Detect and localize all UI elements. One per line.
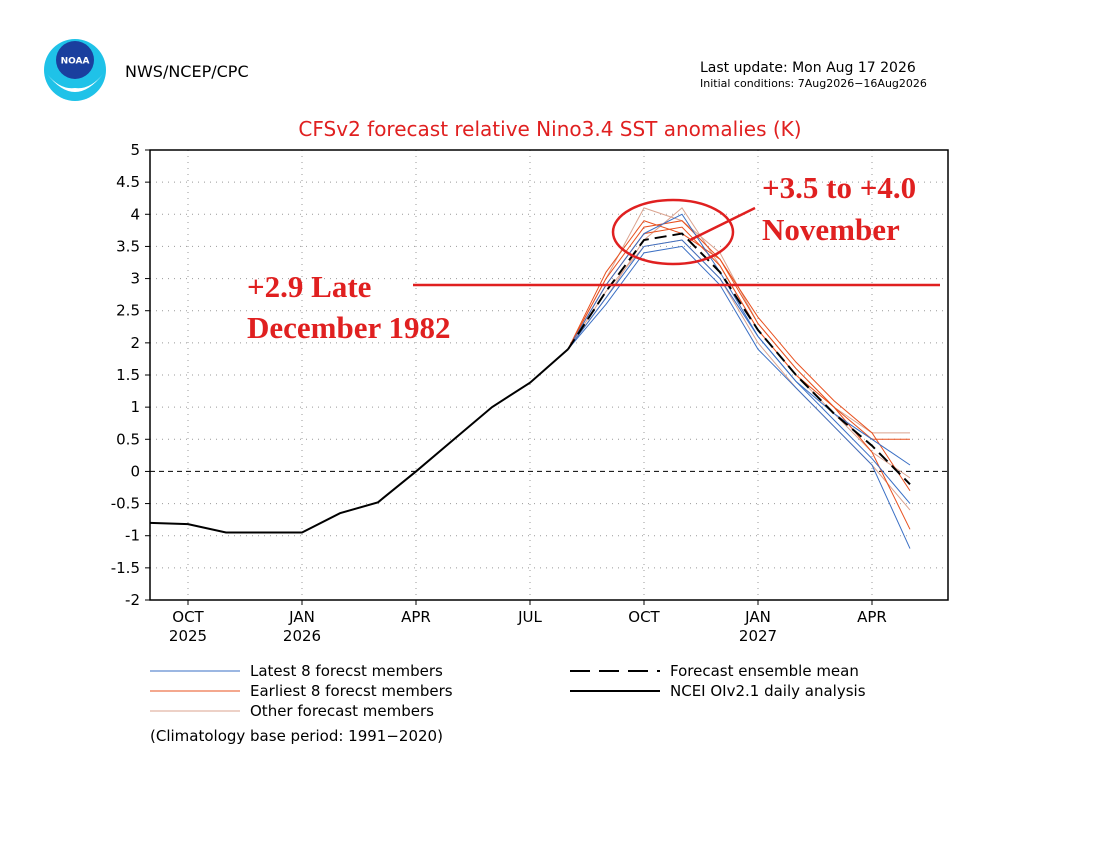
y-tick-label: 1.5 <box>116 366 140 384</box>
annotation: December 1982 <box>247 310 450 345</box>
legend-label: Latest 8 forecst members <box>250 662 443 680</box>
x-tick-label: JAN <box>288 608 315 626</box>
x-tick-year: 2025 <box>169 627 207 645</box>
annotation-pointer <box>689 206 756 242</box>
series-line <box>567 239 911 504</box>
highlight-ellipse <box>611 198 735 266</box>
legend-item: Other forecast members <box>150 702 434 720</box>
legend-item: Forecast ensemble mean <box>570 662 859 680</box>
series-line <box>149 348 569 534</box>
series-line <box>567 213 911 466</box>
y-tick-label: 5 <box>130 141 140 159</box>
x-tick-label: OCT <box>172 608 204 626</box>
series-line <box>567 232 911 485</box>
y-tick-label: 0 <box>130 462 140 480</box>
chart-title: CFSv2 forecast relative Nino3.4 SST anom… <box>298 117 801 141</box>
logo-inner <box>56 41 94 79</box>
legend-label: NCEI OIv2.1 daily analysis <box>670 682 866 700</box>
noaa-logo: NOAA <box>44 39 106 101</box>
legend-item: Latest 8 forecst members <box>150 662 443 680</box>
x-tick-year: 2026 <box>283 627 321 645</box>
series-line <box>567 220 911 491</box>
x-tick-label: OCT <box>628 608 660 626</box>
y-tick-label: 2 <box>130 334 140 352</box>
x-tick-label: APR <box>401 608 431 626</box>
y-tick-label: 3 <box>130 270 140 288</box>
legend-item: NCEI OIv2.1 daily analysis <box>570 682 866 700</box>
logo-wave <box>47 74 103 92</box>
legend-item: Earliest 8 forecst members <box>150 682 453 700</box>
y-tick-label: -1 <box>125 527 140 545</box>
y-tick-label: -2 <box>125 591 140 609</box>
y-tick-label: 4.5 <box>116 173 140 191</box>
annotation: +2.9 Late <box>247 269 371 304</box>
plot-area: -2-1.5-1-0.500.511.522.533.544.55OCT2025… <box>111 141 949 645</box>
legend-label: Earliest 8 forecst members <box>250 682 453 700</box>
series-line <box>567 245 911 549</box>
plot-frame <box>149 149 949 601</box>
footnote: (Climatology base period: 1991−2020) <box>150 727 443 745</box>
annotation: November <box>762 212 900 247</box>
y-tick-label: 1 <box>130 398 140 416</box>
series-line <box>567 220 910 440</box>
annotation: +3.5 to +4.0 <box>762 170 916 205</box>
y-tick-label: -1.5 <box>111 559 140 577</box>
y-tick-label: 3.5 <box>116 237 140 255</box>
x-tick-label: APR <box>857 608 887 626</box>
legend-label: Other forecast members <box>250 702 434 720</box>
y-tick-label: 0.5 <box>116 430 140 448</box>
x-tick-label: JUL <box>517 608 542 626</box>
last-update: Last update: Mon Aug 17 2026 <box>700 60 916 76</box>
initial-conditions: Initial conditions: 7Aug2026−16Aug2026 <box>700 77 927 90</box>
x-tick-year: 2027 <box>739 627 777 645</box>
agency: NWS/NCEP/CPC <box>125 62 249 81</box>
y-tick-label: 4 <box>130 205 140 223</box>
legend-label: Forecast ensemble mean <box>670 662 859 680</box>
logo-text: NOAA <box>61 57 90 67</box>
y-tick-label: -0.5 <box>111 495 140 513</box>
y-tick-label: 2.5 <box>116 302 140 320</box>
x-tick-label: JAN <box>744 608 771 626</box>
